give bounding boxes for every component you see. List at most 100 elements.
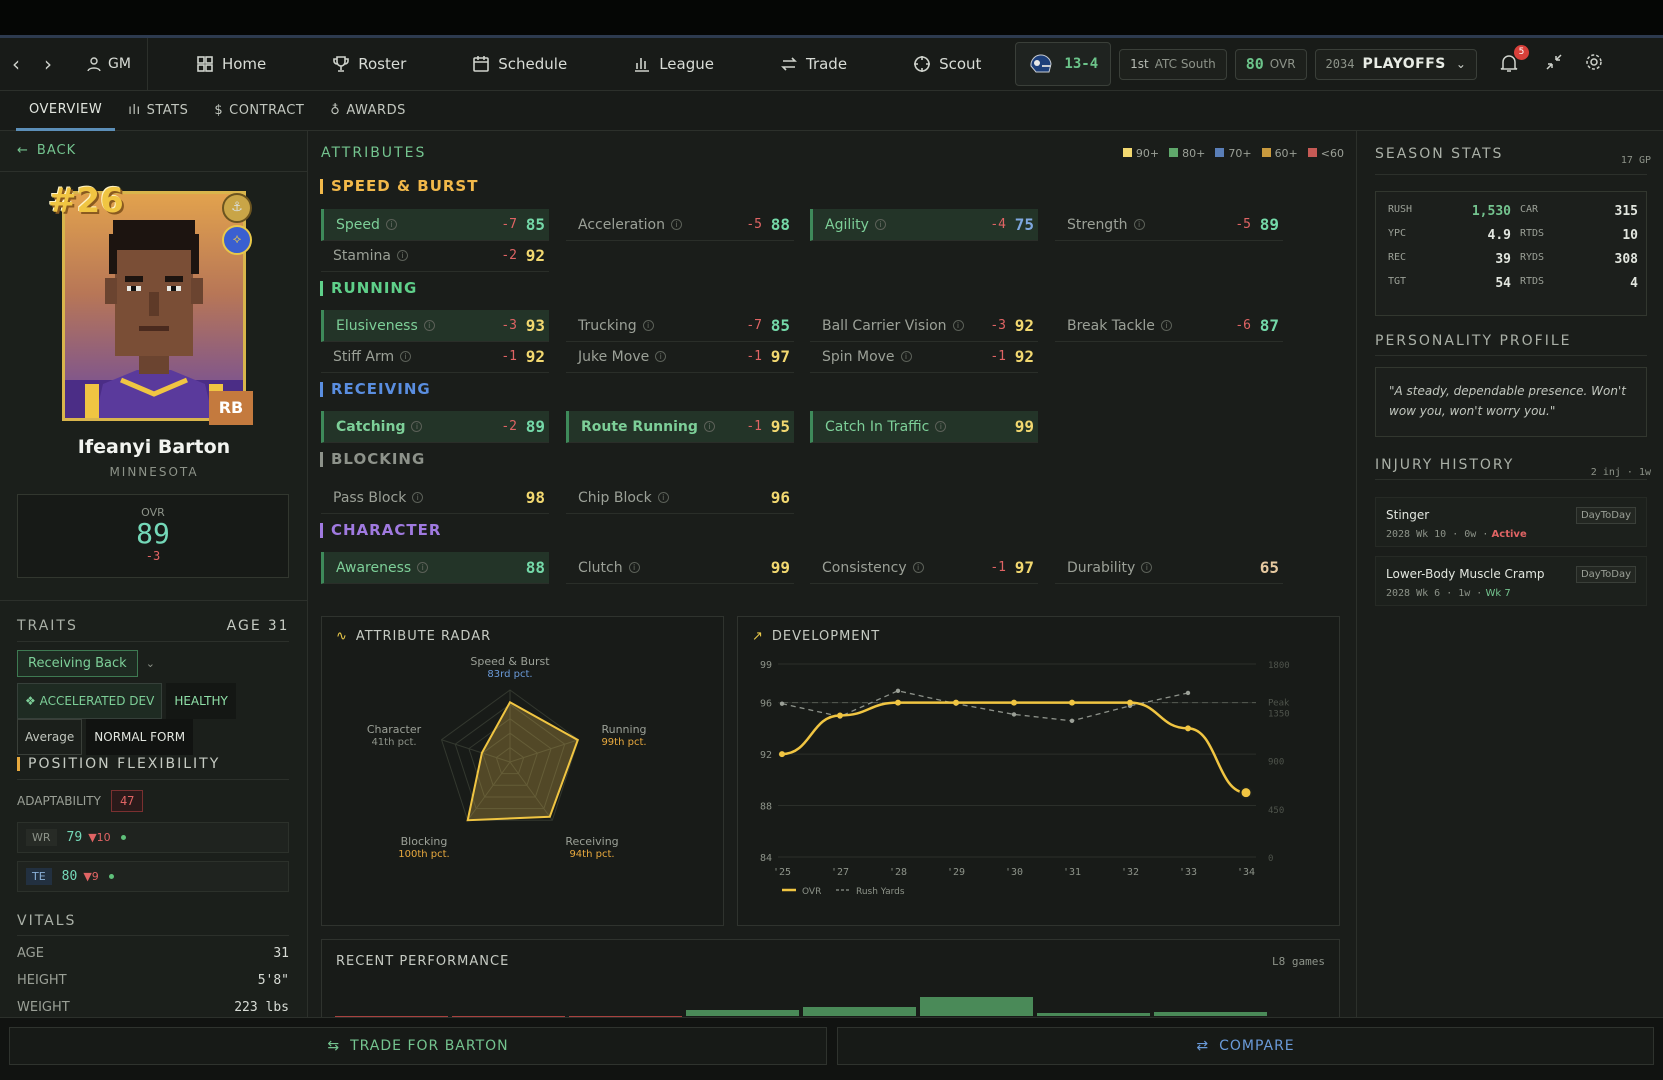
info-icon[interactable]: i bbox=[385, 219, 397, 230]
info-icon[interactable]: i bbox=[671, 219, 682, 230]
forward-arrow-icon[interactable]: › bbox=[44, 52, 52, 76]
legend-label: 60+ bbox=[1274, 147, 1298, 160]
trait-tag-health: HEALTHY bbox=[166, 683, 236, 719]
info-icon[interactable]: i bbox=[423, 320, 435, 331]
season-select[interactable]: 2034 PLAYOFFS ⌄ bbox=[1314, 48, 1477, 80]
back-arrow-icon[interactable]: ‹ bbox=[12, 52, 20, 76]
injury-summary: 2 inj · 1w bbox=[1590, 467, 1651, 478]
info-icon[interactable]: i bbox=[642, 320, 654, 331]
attribute-cell[interactable]: Spin Move i -1 92 bbox=[810, 341, 1038, 373]
radar-axis bbox=[467, 761, 511, 821]
attribute-cell[interactable]: Clutch i 99 bbox=[566, 552, 794, 584]
nav-trade[interactable]: Trade bbox=[758, 38, 869, 91]
y-tick-label: 88 bbox=[760, 802, 772, 813]
info-icon[interactable]: i bbox=[900, 351, 912, 362]
nav-schedule[interactable]: Schedule bbox=[450, 38, 589, 91]
radar-panel: ∿ ATTRIBUTE RADAR Speed & Burst 83rd pct.… bbox=[321, 616, 724, 926]
player-sidebar: ← BACK #26 ⚓ ⟡ RB Ifeanyi bbox=[0, 131, 308, 1024]
legend-item: 70+ bbox=[1215, 147, 1252, 160]
team-record-chip[interactable]: 13-4 bbox=[1015, 42, 1112, 86]
nav-league[interactable]: League bbox=[611, 38, 736, 91]
nav-scout[interactable]: Scout bbox=[891, 38, 1003, 91]
tab-overview[interactable]: OVERVIEW bbox=[16, 91, 116, 131]
tab-stats[interactable]: ılı STATS bbox=[115, 91, 201, 131]
attribute-cell[interactable]: Consistency i -1 97 bbox=[810, 552, 1038, 584]
trade-button[interactable]: ⇆ TRADE FOR BARTON bbox=[9, 1027, 827, 1065]
back-label: BACK bbox=[36, 143, 77, 158]
attribute-cell[interactable]: Stamina i -2 92 bbox=[321, 240, 549, 272]
archetype-select[interactable]: Receiving Back ⌄ bbox=[17, 650, 155, 677]
info-icon[interactable]: i bbox=[417, 562, 429, 573]
attribute-cell[interactable]: Durability i 65 bbox=[1055, 552, 1283, 584]
attribute-cell[interactable]: Chip Block i 96 bbox=[566, 482, 794, 514]
category-header: RECEIVING bbox=[320, 380, 431, 398]
attribute-cell[interactable]: Agility i -4 75 bbox=[810, 209, 1038, 241]
tab-contract[interactable]: $ CONTRACT bbox=[201, 91, 317, 131]
info-icon[interactable]: i bbox=[703, 421, 715, 432]
traits-title: TRAITS bbox=[17, 618, 78, 634]
gm-menu[interactable]: GM bbox=[70, 37, 148, 91]
attribute-value: 93 bbox=[525, 316, 545, 335]
attribute-name: Durability bbox=[1067, 559, 1136, 576]
settings-button[interactable] bbox=[1585, 53, 1603, 75]
attribute-cell[interactable]: Pass Block i 98 bbox=[321, 482, 549, 514]
info-icon[interactable]: i bbox=[411, 421, 423, 432]
vital-label: HEIGHT bbox=[17, 973, 67, 988]
info-icon[interactable]: i bbox=[1141, 562, 1153, 573]
info-icon[interactable]: i bbox=[1160, 320, 1172, 331]
y-tick-label: 96 bbox=[760, 699, 772, 710]
attribute-cell[interactable]: Catching i -2 89 bbox=[321, 411, 549, 443]
info-icon[interactable]: i bbox=[412, 492, 424, 503]
info-icon[interactable]: i bbox=[912, 562, 924, 573]
performance-bar bbox=[1154, 1012, 1267, 1016]
attribute-cell[interactable]: Acceleration i -5 88 bbox=[566, 209, 794, 241]
attribute-value: 88 bbox=[770, 215, 790, 234]
info-icon[interactable]: i bbox=[657, 492, 669, 503]
attribute-cell[interactable]: Juke Move i -1 97 bbox=[566, 341, 794, 373]
radar-axis-label: Receiving bbox=[565, 835, 618, 848]
attribute-cell[interactable]: Trucking i -7 85 bbox=[566, 310, 794, 342]
trend-up-icon: ↗ bbox=[752, 629, 764, 644]
compare-button[interactable]: ⇄ COMPARE bbox=[837, 1027, 1654, 1065]
back-button[interactable]: ← BACK bbox=[17, 143, 76, 158]
attribute-cell[interactable]: Stiff Arm i -1 92 bbox=[321, 341, 549, 373]
legend-swatch bbox=[1215, 148, 1225, 157]
x-tick-label: '31 bbox=[1063, 867, 1081, 878]
info-icon[interactable]: i bbox=[874, 219, 886, 230]
accent-bar bbox=[320, 280, 323, 296]
attribute-value: 88 bbox=[525, 558, 545, 577]
attribute-cell[interactable]: Strength i -5 89 bbox=[1055, 209, 1283, 241]
info-icon[interactable]: i bbox=[1133, 219, 1145, 230]
stat-value: 10 bbox=[1622, 228, 1638, 243]
team-record: 13-4 bbox=[1064, 56, 1099, 72]
nav-home[interactable]: Home bbox=[174, 38, 288, 91]
attribute-cell[interactable]: Route Running i -1 95 bbox=[566, 411, 794, 443]
attribute-cell[interactable]: Break Tackle i -6 87 bbox=[1055, 310, 1283, 342]
attribute-cell[interactable]: Elusiveness i -3 93 bbox=[321, 310, 549, 342]
info-icon[interactable]: i bbox=[655, 351, 667, 362]
info-icon[interactable]: i bbox=[396, 250, 408, 261]
info-icon[interactable]: i bbox=[628, 562, 640, 573]
injury-item[interactable]: Stinger 2028 Wk 10 · 0w · Active DayToDa… bbox=[1375, 497, 1647, 547]
notifications-button[interactable]: 5 bbox=[1499, 45, 1529, 75]
attribute-cell[interactable]: Ball Carrier Vision i -3 92 bbox=[810, 310, 1038, 342]
attribute-cell[interactable]: Catch In Traffic i 99 bbox=[810, 411, 1038, 443]
info-icon[interactable]: i bbox=[952, 320, 964, 331]
vital-value: 31 bbox=[273, 946, 289, 961]
info-icon[interactable]: i bbox=[935, 421, 947, 432]
attribute-value: 98 bbox=[525, 488, 545, 507]
injury-badge: DayToDay bbox=[1575, 507, 1636, 524]
attribute-name: Stamina bbox=[333, 247, 391, 264]
injury-item[interactable]: Lower-Body Muscle Cramp 2028 Wk 6 · 1w ·… bbox=[1375, 556, 1647, 606]
collapse-button[interactable] bbox=[1545, 53, 1563, 75]
attribute-cell[interactable]: Speed i -7 85 bbox=[321, 209, 549, 241]
nav-roster[interactable]: Roster bbox=[310, 38, 428, 91]
tab-awards[interactable]: ♁ AWARDS bbox=[317, 91, 419, 131]
info-icon[interactable]: i bbox=[400, 351, 412, 362]
player-card bbox=[62, 191, 246, 421]
stat-value: 39 bbox=[1495, 252, 1511, 267]
attribute-cell[interactable]: Awareness i 88 bbox=[321, 552, 549, 584]
attribute-value: 95 bbox=[770, 417, 790, 436]
radar-axis-pct: 41th pct. bbox=[371, 737, 416, 748]
vital-weight: WEIGHT 223 lbs bbox=[17, 1000, 289, 1015]
